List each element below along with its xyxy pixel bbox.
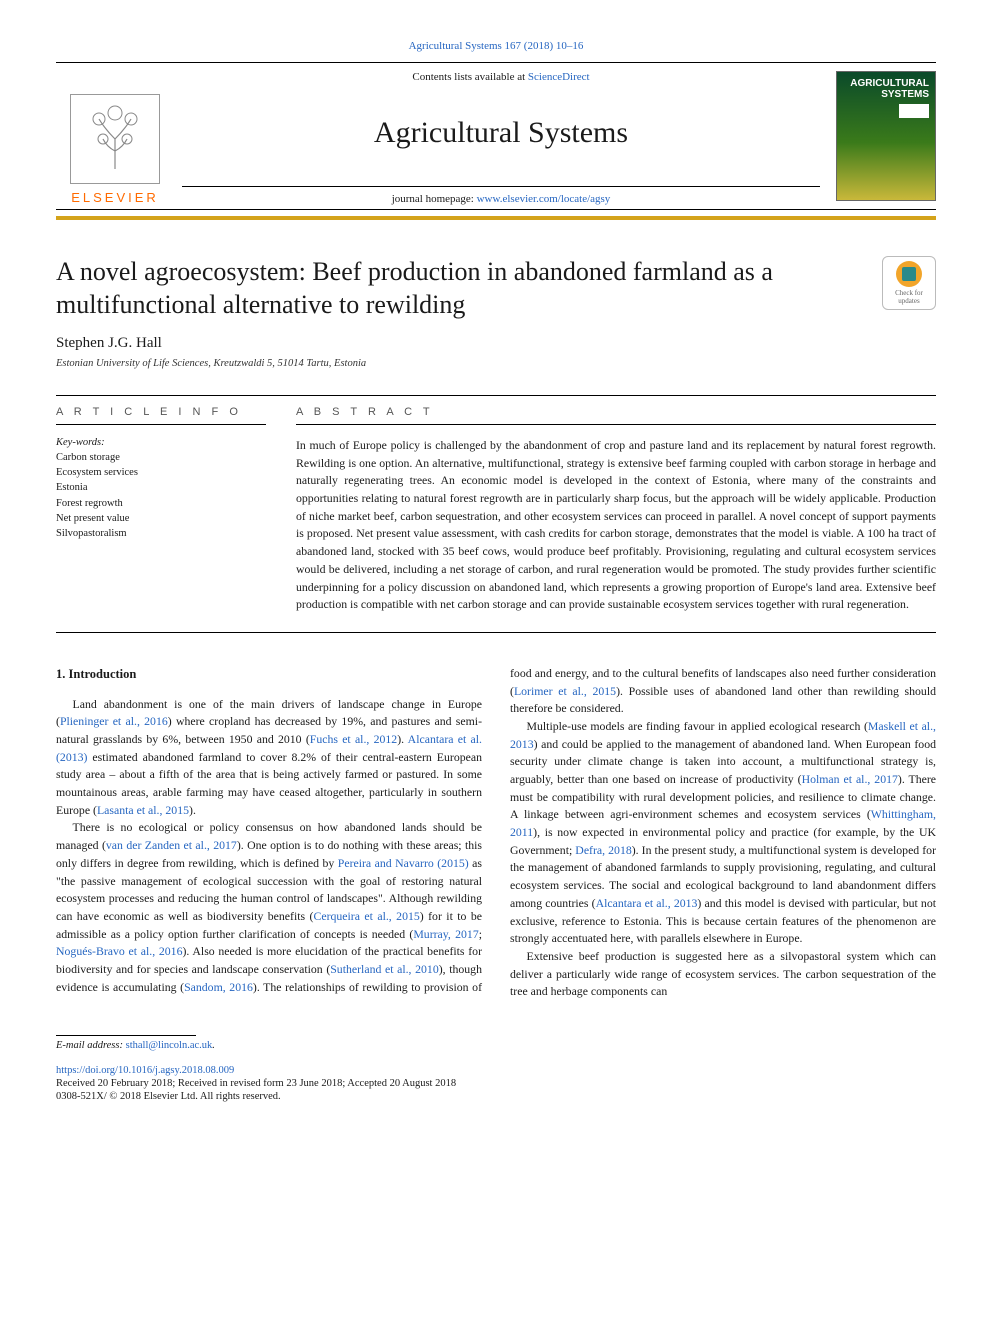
journal-name: Agricultural Systems: [182, 116, 820, 150]
article-info-column: A R T I C L E I N F O Key-words: Carbon …: [56, 406, 266, 614]
abstract-column: A B S T R A C T In much of Europe policy…: [296, 406, 936, 614]
citation-link[interactable]: Nogués-Bravo et al., 2016: [56, 944, 182, 958]
abstract-text: In much of Europe policy is challenged b…: [296, 437, 936, 614]
citation-link[interactable]: Defra, 2018: [575, 843, 631, 857]
keywords-label: Key-words:: [56, 437, 266, 448]
elsevier-tree-icon: [70, 94, 160, 184]
author-name: Stephen J.G. Hall: [56, 335, 936, 352]
keyword-item: Silvopastoralism: [56, 526, 266, 541]
citation-link[interactable]: Holman et al., 2017: [802, 772, 898, 786]
running-head-citation: Agricultural Systems 167 (2018) 10–16: [56, 40, 936, 52]
sciencedirect-link[interactable]: ScienceDirect: [528, 71, 590, 83]
keyword-item: Estonia: [56, 480, 266, 495]
copyright-line: 0308-521X/ © 2018 Elsevier Ltd. All righ…: [56, 1091, 936, 1102]
keyword-item: Forest regrowth: [56, 496, 266, 511]
footnote-rule: [56, 1035, 196, 1036]
author-affiliation: Estonian University of Life Sciences, Kr…: [56, 358, 936, 369]
journal-homepage-line: journal homepage: www.elsevier.com/locat…: [182, 186, 820, 209]
body-text-columns: 1. Introduction Land abandonment is one …: [56, 665, 936, 1001]
citation-link[interactable]: Pereira and Navarro (2015): [338, 856, 469, 870]
citation-link[interactable]: Plieninger et al., 2016: [60, 714, 168, 728]
section-heading: 1. Introduction: [56, 665, 482, 684]
masthead: ELSEVIER Contents lists available at Sci…: [56, 62, 936, 210]
running-head-link[interactable]: Agricultural Systems 167 (2018) 10–16: [409, 40, 584, 52]
keyword-item: Carbon storage: [56, 450, 266, 465]
article-title: A novel agroecosystem: Beef production i…: [56, 256, 862, 321]
crossmark-icon: [902, 267, 916, 281]
body-paragraph: Extensive beef production is suggested h…: [510, 948, 936, 1001]
citation-link[interactable]: Sutherland et al., 2010: [330, 962, 438, 976]
citation-link[interactable]: van der Zanden et al., 2017: [106, 838, 237, 852]
abstract-heading: A B S T R A C T: [296, 406, 936, 425]
journal-cover-thumbnail: AGRICULTURAL SYSTEMS: [836, 71, 936, 201]
journal-homepage-link[interactable]: www.elsevier.com/locate/agsy: [477, 193, 611, 205]
citation-link[interactable]: Sandom, 2016: [184, 980, 253, 994]
check-for-updates-badge[interactable]: Check for updates: [882, 256, 936, 310]
body-paragraph: Multiple-use models are finding favour i…: [510, 718, 936, 948]
article-info-heading: A R T I C L E I N F O: [56, 406, 266, 425]
keyword-item: Ecosystem services: [56, 465, 266, 480]
corresponding-email-line: E-mail address: sthall@lincoln.ac.uk.: [56, 1040, 936, 1051]
citation-link[interactable]: Fuchs et al., 2012: [310, 732, 397, 746]
body-paragraph: Land abandonment is one of the main driv…: [56, 696, 482, 820]
publisher-wordmark: ELSEVIER: [71, 190, 159, 205]
citation-link[interactable]: Lasanta et al., 2015: [97, 803, 189, 817]
email-link[interactable]: sthall@lincoln.ac.uk: [126, 1040, 213, 1051]
contents-available-line: Contents lists available at ScienceDirec…: [182, 71, 820, 83]
article-history: Received 20 February 2018; Received in r…: [56, 1078, 936, 1089]
citation-link[interactable]: Alcantara et al., 2013: [596, 896, 698, 910]
citation-link[interactable]: Cerqueira et al., 2015: [313, 909, 419, 923]
keyword-item: Net present value: [56, 511, 266, 526]
gold-divider-rule: [56, 216, 936, 220]
citation-link[interactable]: Lorimer et al., 2015: [514, 684, 616, 698]
doi-link[interactable]: https://doi.org/10.1016/j.agsy.2018.08.0…: [56, 1065, 936, 1076]
publisher-logo-block: ELSEVIER: [56, 63, 174, 209]
citation-link[interactable]: Murray, 2017: [413, 927, 478, 941]
